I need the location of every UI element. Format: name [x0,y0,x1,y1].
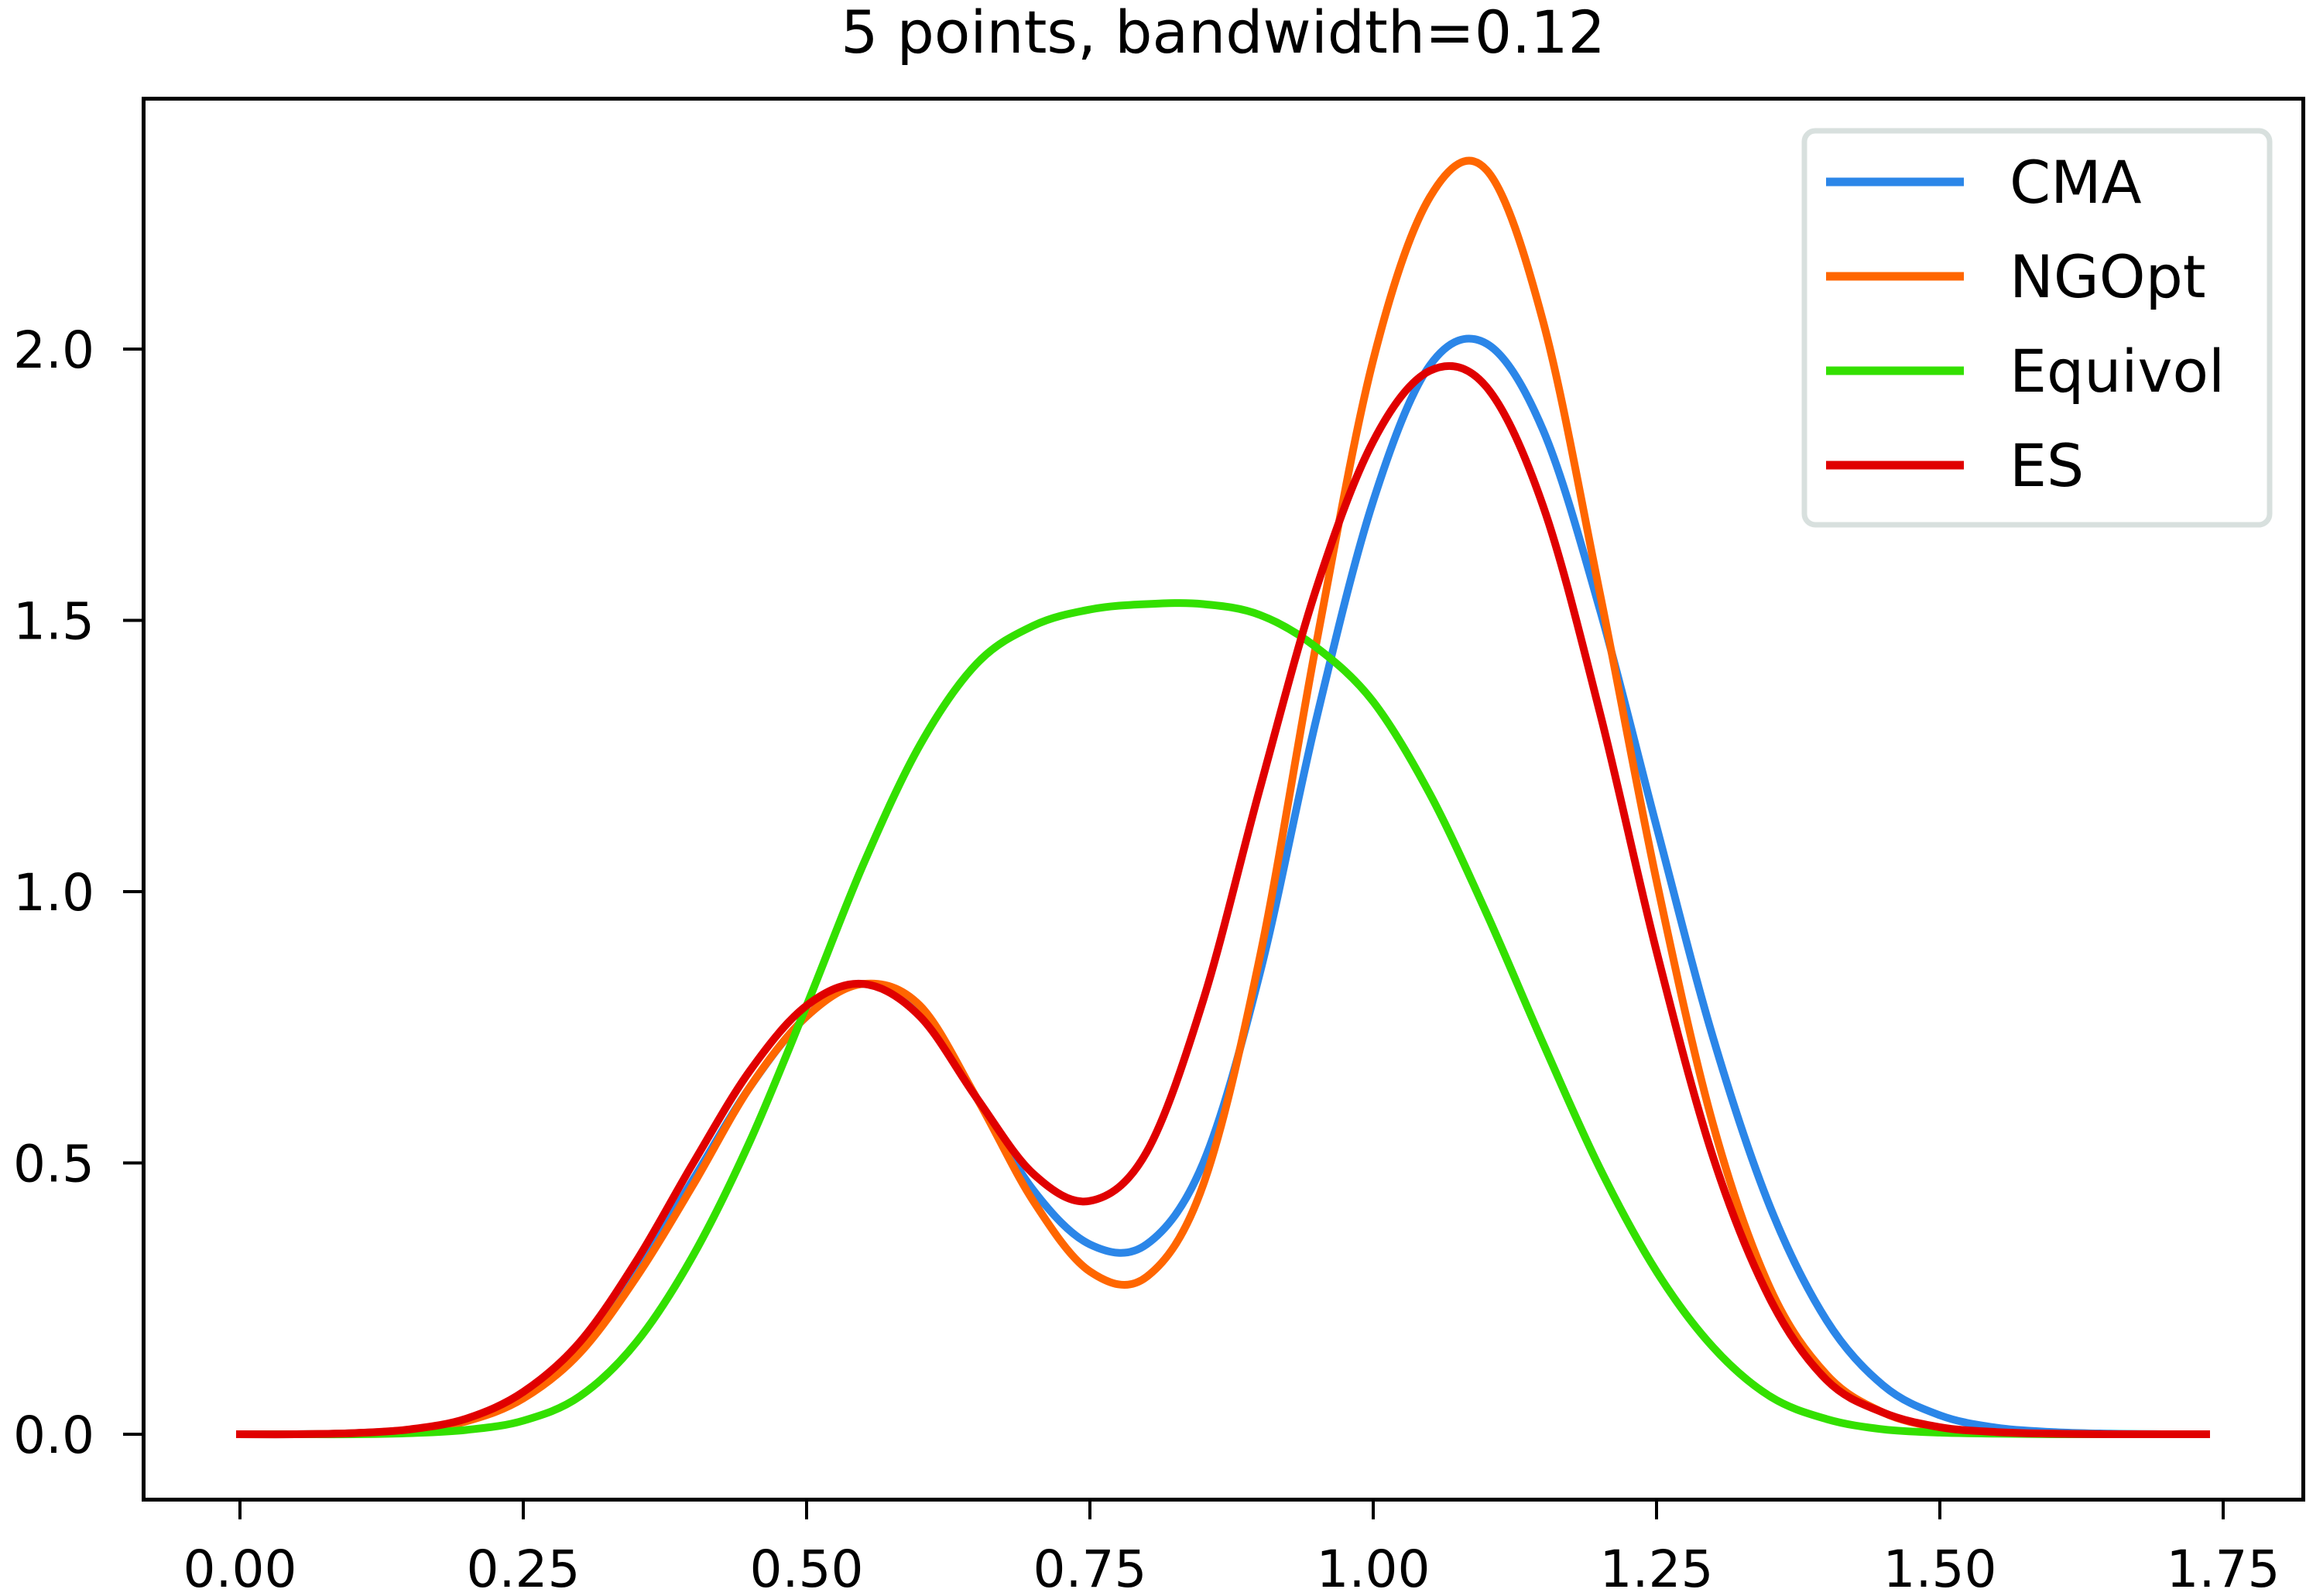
series-line-equivol [236,599,2210,1439]
y-tick-label: 0.5 [13,1135,94,1194]
x-tick-label: 0.50 [750,1539,864,1596]
x-tick-label: 1.00 [1317,1539,1431,1596]
plot-frame [142,97,2305,1502]
x-tick-label: 0.25 [467,1539,581,1596]
y-tick-label: 1.5 [13,592,94,652]
series-line-es [235,361,2210,1439]
y-axis: 0.0 0.5 1.0 1.5 2.0 [13,320,143,1465]
y-tick-label: 1.0 [13,863,94,923]
legend-box [1801,128,2273,528]
plot-lines [235,156,2211,1439]
x-tick-label: 0.75 [1033,1539,1147,1596]
series-line-ngopt [235,156,2210,1439]
legend: CMA NGOpt Equivol ES [1801,128,2273,528]
chart-title: 5 points, bandwidth=0.12 [841,0,1605,67]
x-tick-label: 0.00 [183,1539,297,1596]
x-tick-label: 1.75 [2167,1539,2280,1596]
y-tick-label: 0.0 [13,1406,94,1465]
legend-label-ngopt: NGOpt [2010,242,2206,311]
y-tick-label: 2.0 [13,320,94,380]
x-tick-label: 1.50 [1883,1539,1997,1596]
legend-label-equivol: Equivol [2010,337,2225,406]
legend-label-cma: CMA [2010,148,2142,217]
x-axis: 0.00 0.25 0.50 0.75 1.00 1.25 1.50 1.75 [183,1499,2280,1596]
x-tick-label: 1.25 [1600,1539,1714,1596]
legend-label-es: ES [2010,431,2084,500]
